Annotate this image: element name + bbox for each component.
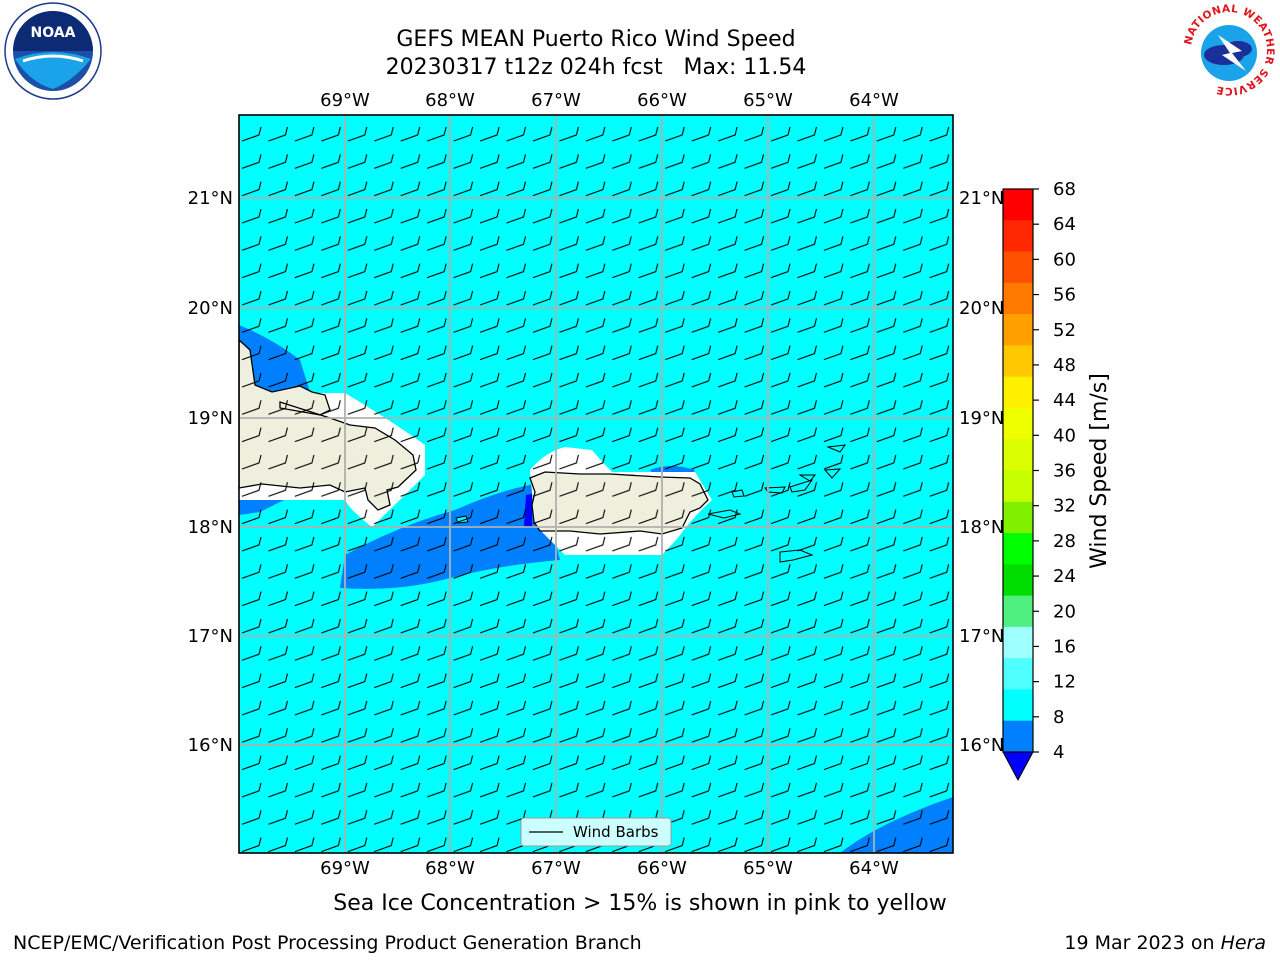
lat-label-right: 16°N xyxy=(959,735,1004,756)
colorbar-segment xyxy=(1003,439,1033,471)
colorbar-segment xyxy=(1003,282,1033,315)
colorbar-extend-triangle xyxy=(1002,751,1034,782)
colorbar-tick-label: 24 xyxy=(1053,566,1076,587)
colorbar-tick-label: 40 xyxy=(1053,425,1076,446)
colorbar-segment xyxy=(1003,189,1033,221)
footer-date: 19 Mar 2023 on xyxy=(1064,932,1221,954)
colorbar-segment xyxy=(1003,251,1033,284)
lon-label-bottom: 67°W xyxy=(531,858,581,879)
colorbar-tick-label: 28 xyxy=(1053,531,1076,552)
nws-logo: NATIONAL WEATHER SERVICE xyxy=(1180,1,1278,99)
lat-label-left: 17°N xyxy=(188,626,233,647)
colorbar-tick-label: 52 xyxy=(1053,320,1076,341)
colorbar-segment xyxy=(1003,314,1033,346)
colorbar-tick-label: 36 xyxy=(1053,461,1076,482)
noaa-logo-text: NOAA xyxy=(31,25,76,41)
colorbar-tick-label: 32 xyxy=(1053,496,1076,517)
colorbar-segment xyxy=(1003,720,1033,753)
colorbar-tick-label: 8 xyxy=(1053,707,1064,728)
colorbar-segment xyxy=(1003,626,1033,659)
colorbar-segment xyxy=(1003,658,1033,690)
colorbar-tick-label: 68 xyxy=(1053,179,1076,200)
noaa-logo: NOAA xyxy=(3,1,103,101)
lon-label-bottom: 65°W xyxy=(743,858,793,879)
wind-barb-legend: Wind Barbs xyxy=(520,817,672,847)
colorbar-segment xyxy=(1003,689,1033,722)
lon-label-bottom: 64°W xyxy=(849,858,899,879)
lat-label-left: 21°N xyxy=(188,188,233,209)
lon-label-top: 66°W xyxy=(637,90,687,111)
colorbar-segment xyxy=(1003,533,1033,565)
colorbar-tick-label: 4 xyxy=(1053,742,1064,763)
lon-label-top: 67°W xyxy=(531,90,581,111)
colorbar-segment xyxy=(1003,564,1033,597)
colorbar-segment xyxy=(1003,220,1033,253)
lon-label-top: 64°W xyxy=(849,90,899,111)
lat-label-right: 18°N xyxy=(959,517,1004,538)
graticule xyxy=(239,115,953,853)
footer-left: NCEP/EMC/Verification Post Processing Pr… xyxy=(13,932,642,954)
colorbar-tick-label: 60 xyxy=(1053,249,1076,270)
footer-host: Hera xyxy=(1220,932,1266,954)
colorbar-tick-label: 48 xyxy=(1053,355,1076,376)
colorbar-tick-label: 44 xyxy=(1053,390,1076,411)
lat-label-left: 16°N xyxy=(188,735,233,756)
colorbar-segment xyxy=(1003,345,1033,378)
footer-right: 19 Mar 2023 on Hera xyxy=(1064,932,1266,954)
colorbar-segment xyxy=(1003,501,1033,534)
lon-label-top: 68°W xyxy=(425,90,475,111)
colorbar-label: Wind Speed [m/s] xyxy=(1087,373,1112,569)
lat-label-right: 17°N xyxy=(959,626,1004,647)
colorbar-tick-label: 12 xyxy=(1053,672,1076,693)
lat-label-right: 19°N xyxy=(959,408,1004,429)
colorbar-segment xyxy=(1003,376,1033,409)
lon-label-bottom: 68°W xyxy=(425,858,475,879)
title-line-1: GEFS MEAN Puerto Rico Wind Speed xyxy=(396,27,796,52)
lon-label-bottom: 66°W xyxy=(637,858,687,879)
lon-label-top: 69°W xyxy=(320,90,370,111)
map-figure: 69°W 68°W 67°W 66°W 65°W 64°W 69°W 68°W … xyxy=(188,90,1112,879)
sea-ice-note: Sea Ice Concentration > 15% is shown in … xyxy=(333,891,947,916)
lat-label-left: 18°N xyxy=(188,517,233,538)
legend-label: Wind Barbs xyxy=(573,823,659,841)
lat-label-left: 20°N xyxy=(188,298,233,319)
colorbar-segment xyxy=(1003,407,1033,440)
colorbar-tick-label: 64 xyxy=(1053,214,1076,235)
colorbar-segment xyxy=(1003,470,1033,503)
wind-barbs xyxy=(239,115,953,853)
colorbar-segment xyxy=(1003,595,1033,628)
colorbar: 68 64 60 56 52 48 44 40 36 32 28 24 20 16 12 8 4 Wind Sp… xyxy=(1002,179,1112,782)
lat-label-left: 19°N xyxy=(188,408,233,429)
lat-label-right: 20°N xyxy=(959,298,1004,319)
lon-label-top: 65°W xyxy=(743,90,793,111)
title-line-2: 20230317 t12z 024h fcst Max: 11.54 xyxy=(385,55,807,80)
colorbar-tick-label: 20 xyxy=(1053,601,1076,622)
lat-label-right: 21°N xyxy=(959,188,1004,209)
lon-label-bottom: 69°W xyxy=(320,858,370,879)
map-frame xyxy=(238,114,954,854)
colorbar-tick-label: 16 xyxy=(1053,636,1076,657)
colorbar-tick-label: 56 xyxy=(1053,285,1076,306)
